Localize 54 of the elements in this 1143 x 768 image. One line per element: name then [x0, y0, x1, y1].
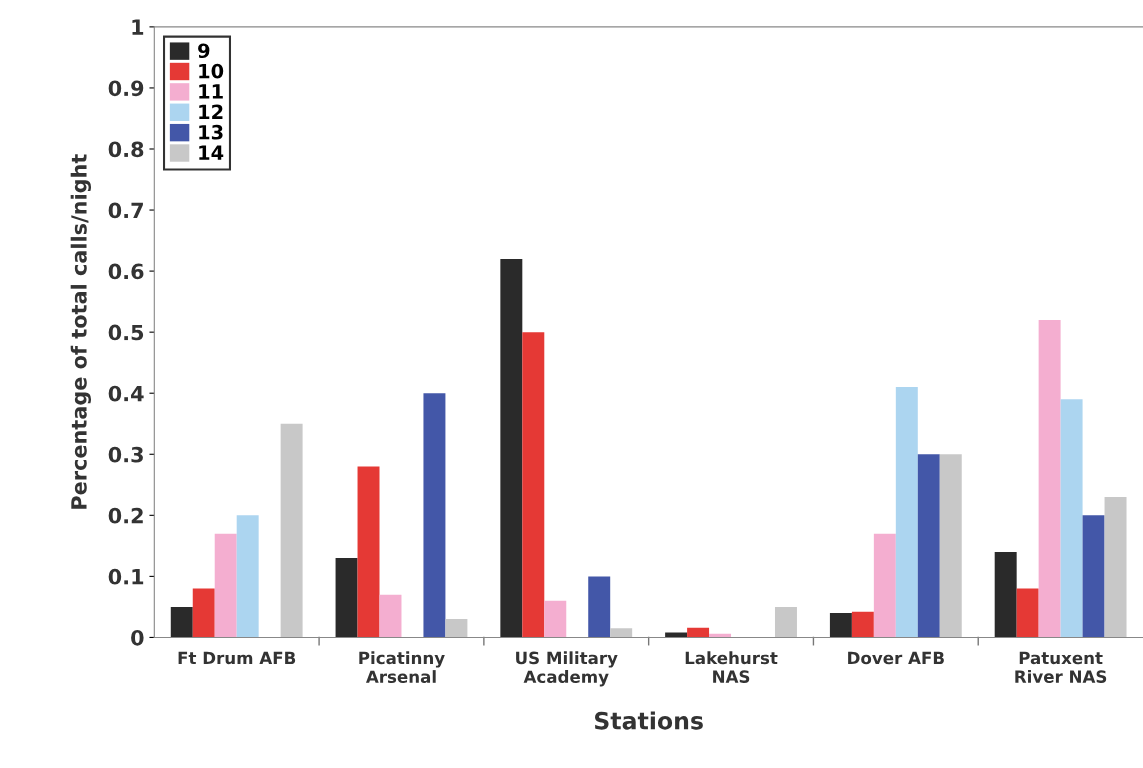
bar	[895, 387, 918, 638]
bar	[192, 588, 215, 638]
legend-label: 12	[199, 104, 223, 119]
bar	[522, 332, 545, 638]
bar	[544, 600, 567, 638]
y-tick-label: 0	[131, 629, 144, 646]
y-tick-label: 0.8	[108, 141, 144, 158]
bar	[588, 576, 611, 638]
legend-label: 13	[199, 124, 223, 140]
x-tick-label: Ft Drum AFB	[178, 651, 296, 665]
y-tick-label: 0.9	[108, 80, 144, 97]
bar	[851, 611, 874, 638]
legend-label: 10	[199, 63, 224, 79]
bar	[1104, 497, 1127, 638]
bar	[994, 551, 1017, 638]
y-tick-label: 0.1	[108, 568, 144, 585]
x-axis-title: Stations	[595, 711, 703, 730]
bar	[357, 466, 380, 638]
bar	[1016, 588, 1039, 638]
bar	[873, 533, 896, 638]
bar	[280, 423, 303, 638]
bar	[917, 454, 940, 638]
bar	[379, 594, 402, 638]
y-tick-label: 0.7	[108, 202, 143, 219]
y-tick-label: 0.2	[108, 507, 143, 524]
x-tick-label: Patuxent River NAS	[1015, 651, 1107, 683]
legend-label: 11	[199, 84, 223, 99]
bar	[774, 606, 797, 638]
y-axis-title: Percentage of total calls/night	[70, 154, 92, 509]
x-tick-label: US Military Academy	[516, 651, 618, 687]
bar	[1060, 399, 1083, 638]
legend-label: 14	[199, 145, 224, 160]
bar	[214, 533, 237, 638]
bar	[1082, 515, 1105, 638]
y-tick-label: 0.4	[108, 385, 144, 402]
y-tick-label: 1	[132, 19, 144, 35]
bar	[170, 606, 193, 638]
bar	[939, 454, 962, 638]
legend-label: 9	[198, 43, 210, 59]
x-tick-label: Dover AFB	[848, 651, 944, 665]
y-tick-label: 0.5	[108, 324, 144, 341]
bar	[610, 628, 633, 638]
bar	[500, 258, 523, 638]
bar	[1038, 319, 1061, 638]
bar	[335, 558, 358, 638]
x-tick-label: Picatinny Arsenal	[359, 651, 445, 684]
bar	[445, 619, 468, 638]
bar	[687, 627, 710, 638]
y-tick-label: 0.6	[108, 263, 144, 280]
bar	[423, 393, 446, 638]
y-tick-label: 0.3	[108, 446, 143, 463]
bar	[829, 613, 852, 638]
x-tick-label: Lakehurst NAS	[685, 651, 778, 683]
bar	[236, 515, 259, 638]
